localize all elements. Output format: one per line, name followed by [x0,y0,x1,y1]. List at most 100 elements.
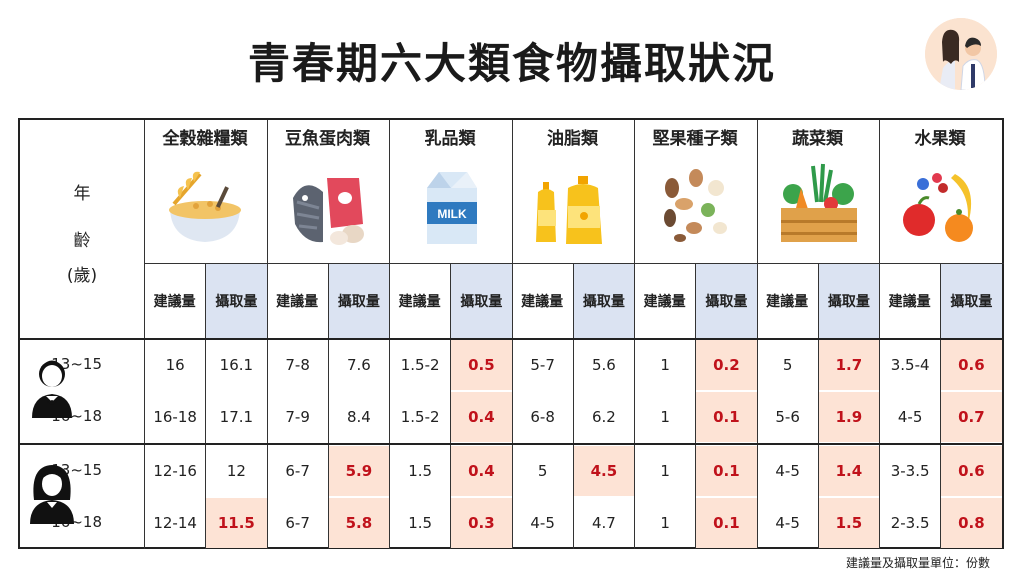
recommended-value: 2-3.5 [890,514,930,532]
recommended-header: 建議量 [153,294,196,310]
recommended-value: 5 [782,356,793,374]
intake-value: 0.5 [451,340,512,390]
female-student-icon [26,460,78,530]
recommended-header: 建議量 [276,294,319,310]
recommended-value: 6-7 [285,514,310,532]
col-divider [879,120,880,549]
subcol-divider [940,263,942,549]
col-divider [511,120,513,549]
milk-carton-icon: MILK [405,158,495,252]
intake-table: 年 齡 (歲) 全穀雜糧類 豆魚蛋肉類 乳品類 MILK 油脂類 堅果種子類 蔬菜類 水果類 … [18,118,1004,549]
svg-text:MILK: MILK [437,207,467,221]
intake-value: 17.1 [219,408,254,426]
recommended-value: 12-14 [153,514,197,532]
subcol-divider [572,263,574,549]
intake-header: 攝取量 [451,264,512,338]
recommended-value: 6-7 [285,462,310,480]
intake-value: 4.5 [573,446,634,496]
col-divider [389,120,390,549]
intake-value: 1.5 [818,498,879,548]
oil-bottles-icon [528,158,618,252]
header-bottom-border [20,338,1004,340]
recommended-value: 1 [660,462,670,480]
intake-header: 攝取量 [941,264,1002,338]
fruits-icon [895,158,985,252]
subcol-divider [817,263,819,549]
age-header-char-1: 年 [73,183,91,204]
intake-value: 0.6 [941,340,1002,390]
col-divider [756,120,758,549]
vegetable-crate-icon [773,158,863,252]
age-header: 年 齡 (歲) [20,120,144,338]
intake-value: 5.6 [591,356,616,374]
intake-value: 0.1 [696,392,757,442]
intake-value: 0.8 [941,498,1002,548]
recommended-value: 5-7 [530,356,555,374]
recommended-value: 1.5-2 [400,408,440,426]
recommended-value: 12-16 [153,462,197,480]
recommended-header: 建議量 [888,294,931,310]
recommended-value: 1 [660,514,670,532]
recommended-value: 7-9 [285,408,310,426]
recommended-header: 建議量 [521,294,564,310]
category-header-1: 全穀雜糧類 [162,129,248,149]
intake-value: 5.8 [328,498,389,548]
intake-value: 12 [226,462,246,480]
recommended-header: 建議量 [766,294,809,310]
category-header-2: 豆魚蛋肉類 [285,129,370,149]
recommended-value: 1.5-2 [400,356,440,374]
intake-value: 0.7 [941,392,1002,442]
intake-value: 0.1 [696,498,757,548]
intake-value: 16.1 [219,356,254,374]
recommended-value: 1.5 [408,514,433,532]
intake-value: 1.9 [818,392,879,442]
header-divider [144,263,1004,264]
intake-value: 5.9 [328,446,389,496]
intake-value: 8.4 [346,408,371,426]
age-range-label: 13~15 [51,355,102,373]
intake-value: 0.1 [696,446,757,496]
recommended-value: 1 [660,356,670,374]
intake-header: 攝取量 [696,264,757,338]
recommended-header: 建議量 [643,294,686,310]
category-header-7: 水果類 [914,129,966,149]
intake-value: 0.4 [451,392,512,442]
intake-value: 1.4 [818,446,879,496]
recommended-header: 建議量 [398,294,441,310]
recommended-value: 1 [660,408,670,426]
col-divider [144,120,145,549]
category-header-6: 蔬菜類 [792,129,843,149]
intake-value: 7.6 [346,356,371,374]
category-header-3: 乳品類 [424,129,476,149]
group-divider [20,443,1004,445]
subcol-divider [327,263,329,549]
intake-header: 攝取量 [328,264,389,338]
recommended-value: 5 [537,462,548,480]
col-divider [266,120,268,549]
category-header-4: 油脂類 [547,129,598,149]
recommended-value: 1.5 [408,462,433,480]
recommended-value: 4-5 [775,514,800,532]
intake-value: 0.6 [941,446,1002,496]
recommended-value: 4-5 [775,462,800,480]
intake-header: 攝取量 [818,264,879,338]
intake-header: 攝取量 [573,264,634,338]
intake-value: 4.7 [591,514,616,532]
intake-header: 攝取量 [206,264,267,338]
subcol-divider [205,263,207,549]
age-header-char-2: 齡 [73,230,91,251]
recommended-value: 16-18 [153,408,197,426]
recommended-value: 6-8 [530,408,555,426]
page-title: 青春期六大類食物攝取狀況 [247,39,776,88]
grain-bowl-icon [160,158,250,252]
intake-value: 6.2 [591,408,616,426]
subcol-divider [450,263,452,549]
unit-footnote: 建議量及攝取量單位：份數 [845,556,990,570]
intake-value: 0.2 [696,340,757,390]
intake-value: 1.7 [818,340,879,390]
male-student-icon [28,356,76,424]
recommended-value: 5-6 [775,408,800,426]
intake-value: 0.3 [451,498,512,548]
recommended-value: 4-5 [530,514,555,532]
recommended-value: 3.5-4 [890,356,930,374]
